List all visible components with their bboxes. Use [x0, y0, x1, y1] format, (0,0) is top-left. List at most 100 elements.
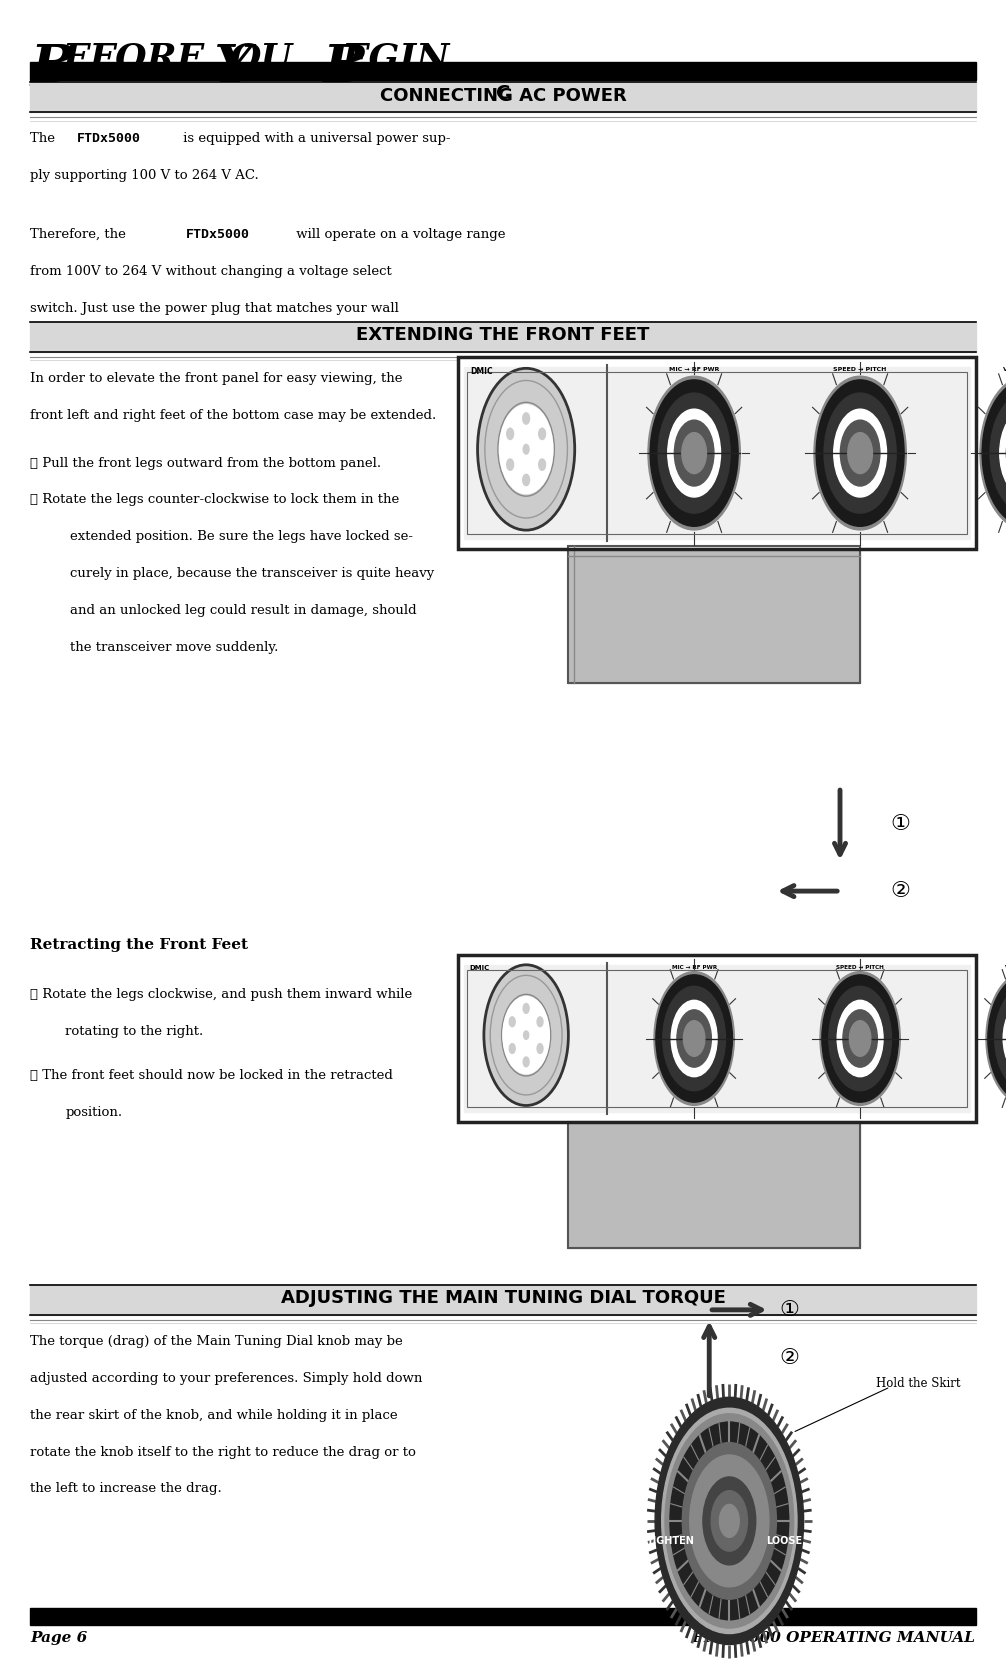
Text: In order to elevate the front panel for easy viewing, the: In order to elevate the front panel for …	[30, 372, 402, 385]
Bar	[30, 1608, 976, 1625]
Circle shape	[682, 1442, 777, 1600]
Text: will operate on a voltage range: will operate on a voltage range	[292, 228, 505, 241]
Circle shape	[1003, 1000, 1006, 1077]
Text: ② The front feet should now be locked in the retracted: ② The front feet should now be locked in…	[30, 1069, 393, 1082]
Text: the transceiver move suddenly.: the transceiver move suddenly.	[70, 642, 279, 653]
Circle shape	[523, 444, 529, 454]
Text: Y: Y	[196, 42, 253, 92]
Circle shape	[982, 380, 1006, 526]
Bar	[458, 357, 976, 549]
Circle shape	[682, 432, 706, 474]
Circle shape	[814, 377, 906, 529]
Circle shape	[703, 1477, 756, 1564]
Circle shape	[848, 432, 872, 474]
Circle shape	[507, 459, 513, 471]
Text: front left and right feet of the bottom case may be extended.: front left and right feet of the bottom …	[30, 409, 437, 422]
Text: and an unlocked leg could result in damage, should: and an unlocked leg could result in dama…	[70, 605, 417, 616]
Text: the rear skirt of the knob, and while holding it in place: the rear skirt of the knob, and while ho…	[30, 1409, 397, 1422]
Text: ②: ②	[890, 881, 910, 901]
Circle shape	[523, 412, 529, 424]
Circle shape	[824, 394, 896, 513]
Circle shape	[509, 1044, 515, 1054]
Text: Hold the Skirt: Hold the Skirt	[876, 1377, 961, 1390]
Text: adjusted according to your preferences. Simply hold down: adjusted according to your preferences. …	[30, 1372, 423, 1385]
Circle shape	[988, 975, 1006, 1102]
Text: ① Rotate the legs clockwise, and push them inward while: ① Rotate the legs clockwise, and push th…	[30, 988, 412, 1002]
Text: FTDx5000: FTDx5000	[76, 132, 141, 146]
Bar	[467, 970, 967, 1107]
Text: DMIC: DMIC	[470, 965, 490, 972]
Circle shape	[499, 405, 553, 494]
Text: extended position. Be sure the legs have locked se-: extended position. Be sure the legs have…	[70, 531, 413, 543]
Circle shape	[711, 1491, 747, 1551]
Circle shape	[829, 987, 891, 1090]
Circle shape	[523, 1057, 529, 1067]
Text: rotating to the right.: rotating to the right.	[65, 1025, 203, 1038]
Text: rotate the knob itself to the right to reduce the drag or to: rotate the knob itself to the right to r…	[30, 1446, 416, 1459]
Text: switch. Just use the power plug that matches your wall: switch. Just use the power plug that mat…	[30, 302, 399, 315]
Text: OU: OU	[229, 42, 293, 75]
Text: B: B	[30, 42, 74, 92]
Text: ②: ②	[780, 1348, 800, 1368]
Circle shape	[822, 975, 898, 1102]
Circle shape	[655, 1397, 804, 1645]
Text: ply supporting 100 V to 264 V AC.: ply supporting 100 V to 264 V AC.	[30, 169, 259, 183]
Circle shape	[670, 1422, 789, 1620]
Text: FTDX5000 OPERATING MANUAL: FTDX5000 OPERATING MANUAL	[692, 1631, 976, 1645]
Circle shape	[674, 420, 714, 486]
Text: ①: ①	[780, 1300, 800, 1320]
Circle shape	[662, 1409, 797, 1633]
Text: ①: ①	[890, 814, 910, 834]
Text: curely in place, because the transceiver is quite heavy: curely in place, because the transceiver…	[70, 568, 435, 580]
Text: Therefore, the: Therefore, the	[30, 228, 131, 241]
Circle shape	[507, 429, 513, 439]
Circle shape	[671, 1000, 717, 1077]
Text: ② Rotate the legs counter-clockwise to lock them in the: ② Rotate the legs counter-clockwise to l…	[30, 494, 399, 506]
Circle shape	[654, 971, 734, 1106]
Bar	[568, 546, 860, 683]
Circle shape	[663, 987, 725, 1090]
Text: SPEED → PITCH: SPEED → PITCH	[833, 367, 887, 372]
Circle shape	[668, 409, 720, 497]
Circle shape	[648, 377, 740, 529]
Circle shape	[834, 409, 886, 497]
Text: VOX → DELAY: VOX → DELAY	[1003, 367, 1006, 372]
Bar	[458, 955, 976, 1122]
Circle shape	[503, 997, 549, 1074]
Text: Retracting the Front Feet: Retracting the Front Feet	[30, 938, 248, 951]
Circle shape	[650, 380, 738, 526]
Circle shape	[683, 1020, 705, 1057]
Circle shape	[484, 965, 568, 1106]
Text: EGIN: EGIN	[342, 42, 451, 75]
Circle shape	[539, 459, 545, 471]
Text: MIC → RF PWR: MIC → RF PWR	[669, 367, 719, 372]
Circle shape	[537, 1044, 543, 1054]
Circle shape	[665, 1414, 794, 1628]
Bar	[464, 965, 970, 1112]
Circle shape	[837, 1000, 883, 1077]
Text: CONNECTING AC POWER: CONNECTING AC POWER	[379, 87, 627, 104]
Circle shape	[539, 429, 545, 439]
Text: FTDx5000: FTDx5000	[186, 228, 250, 241]
Circle shape	[523, 1003, 529, 1013]
Circle shape	[995, 987, 1006, 1090]
Bar	[458, 955, 976, 1122]
Text: from 100V to 264 V without changing a voltage select: from 100V to 264 V without changing a vo…	[30, 265, 392, 278]
Text: MIC → RF PWR: MIC → RF PWR	[672, 965, 716, 970]
Text: ① Pull the front legs outward from the bottom panel.: ① Pull the front legs outward from the b…	[30, 457, 381, 469]
Text: TIGHTEN: TIGHTEN	[647, 1536, 695, 1546]
Bar	[30, 322, 976, 352]
Text: ADJUSTING THE MAIN TUNING DIAL TORQUE: ADJUSTING THE MAIN TUNING DIAL TORQUE	[281, 1290, 725, 1306]
Circle shape	[990, 394, 1006, 513]
Bar	[30, 1285, 976, 1315]
Circle shape	[509, 1017, 515, 1027]
Bar	[467, 372, 967, 534]
Circle shape	[980, 377, 1006, 529]
Text: outlet.: outlet.	[30, 338, 73, 352]
Circle shape	[690, 1456, 769, 1586]
Text: Page 6: Page 6	[30, 1631, 88, 1645]
Bar	[568, 1122, 860, 1248]
Text: position.: position.	[65, 1106, 123, 1119]
Text: LOOSE: LOOSE	[767, 1536, 803, 1546]
Circle shape	[523, 1030, 529, 1040]
